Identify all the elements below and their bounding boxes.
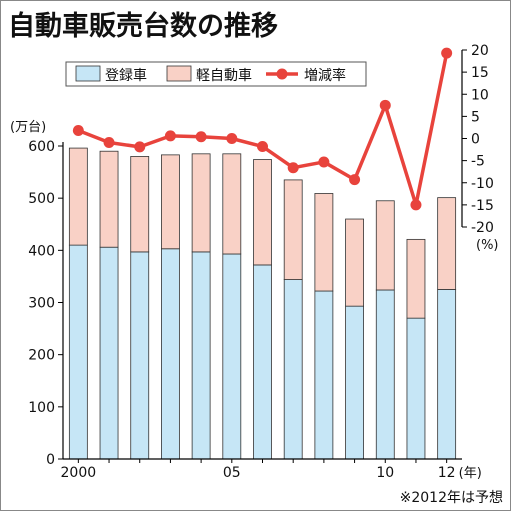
rate-point <box>226 133 238 144</box>
rate-point <box>379 99 391 111</box>
y-left-tick-label: 100 <box>28 400 55 416</box>
rate-point <box>441 47 453 59</box>
bar-kei <box>222 153 242 255</box>
bar-registered <box>345 305 364 460</box>
y-right-tick-label: -10 <box>471 176 494 192</box>
y-right-axis-label: (%) <box>476 238 499 253</box>
bar-kei <box>437 197 457 290</box>
rate-point <box>257 140 268 152</box>
y-left-tick-label: 400 <box>28 243 55 259</box>
bar-registered <box>375 289 395 460</box>
y-right-tick-label: 20 <box>471 43 489 59</box>
legend-swatch-registered <box>75 65 101 82</box>
legend-label-registered: 登録車 <box>105 67 147 84</box>
rate-point <box>287 162 299 174</box>
bar-registered <box>161 248 180 460</box>
y-left-tick-label: 200 <box>28 348 55 364</box>
rate-point <box>410 199 422 211</box>
bar-kei <box>253 159 272 266</box>
legend-marker-rate <box>276 68 288 80</box>
bar-registered <box>437 289 457 460</box>
bar-kei <box>130 156 150 253</box>
bar-registered <box>253 264 272 460</box>
bar-kei <box>314 193 334 292</box>
rate-point <box>318 156 330 168</box>
y-right-tick-label: 10 <box>471 87 489 103</box>
x-axis-unit: (年) <box>459 466 482 481</box>
bar-kei <box>283 179 303 280</box>
bar-kei <box>406 238 426 319</box>
y-right-tick-label: -20 <box>471 220 494 236</box>
bar-registered <box>68 244 88 460</box>
rate-point <box>349 174 361 186</box>
x-tick-label: 10 <box>376 465 394 481</box>
bar-registered <box>222 253 242 460</box>
bar-kei <box>68 147 88 246</box>
bar-kei <box>99 150 119 248</box>
y-left-tick-label: 0 <box>46 452 55 468</box>
rate-point <box>195 131 207 143</box>
bar-registered <box>130 251 150 460</box>
bar-registered <box>406 317 426 460</box>
legend-label-kei: 軽自動車 <box>196 67 252 84</box>
y-right-tick-label: -5 <box>471 154 485 170</box>
x-tick-label: 12 <box>438 465 456 481</box>
bar-kei <box>375 200 395 291</box>
bar-registered <box>191 251 211 460</box>
y-left-axis-label: (万台) <box>10 120 46 135</box>
y-right-tick-label: 15 <box>471 65 489 81</box>
bar-kei <box>161 154 180 250</box>
bar-kei <box>345 218 364 307</box>
y-left-tick-label: 600 <box>28 139 55 155</box>
y-right-tick-label: 0 <box>471 132 480 148</box>
rate-point <box>164 130 176 142</box>
rate-point <box>103 136 115 148</box>
chart-footnote: ※2012年は予想 <box>399 490 503 506</box>
legend-label-rate: 増減率 <box>304 67 346 84</box>
bar-registered <box>283 279 303 460</box>
legend-box <box>65 61 367 87</box>
bar-registered <box>314 290 334 460</box>
y-left-tick-label: 300 <box>28 296 55 312</box>
bar-registered <box>99 246 119 460</box>
y-right-tick-label: -15 <box>471 198 494 214</box>
rate-point <box>134 141 146 153</box>
bar-kei <box>191 153 211 253</box>
legend-swatch-kei <box>166 65 192 82</box>
x-tick-label: 05 <box>223 465 241 481</box>
chart-title: 自動車販売台数の推移 <box>8 11 278 42</box>
y-left-tick-label: 500 <box>28 191 55 207</box>
x-tick-label: 2000 <box>61 465 97 481</box>
y-right-tick-label: 5 <box>471 109 480 125</box>
rate-point <box>72 125 84 137</box>
